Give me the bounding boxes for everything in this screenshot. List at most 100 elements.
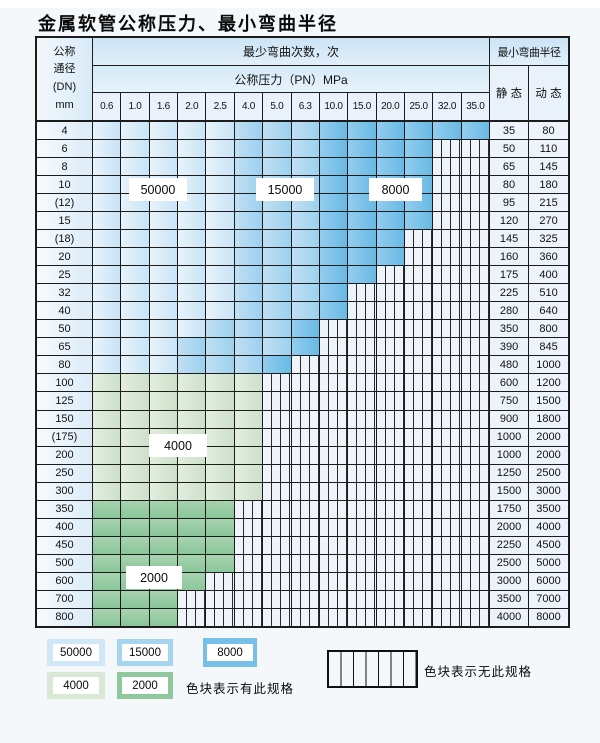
spec-cell (404, 590, 434, 608)
spec-cell (461, 536, 491, 554)
spec-cell (149, 284, 179, 302)
legend-no-spec-text: 色块表示无此规格 (424, 665, 533, 679)
spec-cell (404, 374, 434, 392)
dn-cell: 32 (37, 284, 93, 302)
spec-cell (263, 554, 292, 572)
spec-cell (433, 518, 462, 536)
spec-cell (461, 410, 491, 428)
spec-cell (376, 608, 405, 626)
spec-cell (291, 446, 320, 464)
spec-cell (319, 176, 349, 194)
spec-cell (461, 194, 491, 212)
dynamic-value-cell: 400 (529, 266, 569, 284)
static-header-cell: 静 态 (490, 66, 529, 120)
spec-cell (319, 356, 349, 374)
spec-cell (121, 482, 150, 500)
legend-no-spec-box (327, 650, 418, 688)
spec-cell (319, 212, 349, 230)
table-row: 200 1000 2000 (37, 446, 569, 465)
spec-cell (263, 320, 292, 338)
spec-cell (319, 482, 349, 500)
spec-cell (433, 248, 462, 266)
dn-cell: 600 (37, 572, 93, 590)
spec-cell (291, 248, 320, 266)
spec-cell (263, 482, 292, 500)
legend-swatch-8000-label: 8000 (207, 644, 253, 661)
header-right-section: 最小弯曲半径 静 态 动 态 (490, 38, 568, 120)
spec-cell (348, 230, 377, 248)
spec-cell (234, 266, 264, 284)
dynamic-value-cell: 2000 (529, 428, 569, 446)
spec-cell (263, 590, 292, 608)
spec-cell (404, 338, 434, 356)
spec-table: 公称 通径 (DN) mm 最少弯曲次数，次 公称压力（PN）MPa 0.6 1.… (35, 36, 570, 628)
dynamic-value-cell: 110 (529, 140, 569, 158)
spec-cell (291, 212, 320, 230)
spec-cell (433, 410, 462, 428)
spec-cell (348, 590, 377, 608)
pressure-tick-cell: 6.3 (291, 93, 320, 120)
static-value-cell: 3000 (490, 572, 530, 590)
dn-cell: 250 (37, 464, 93, 482)
spec-cell (433, 284, 462, 302)
spec-cell (206, 356, 235, 374)
table-row: 125 750 1500 (37, 392, 569, 411)
spec-cell (319, 230, 349, 248)
page-top-strip (0, 0, 600, 8)
spec-cell (206, 248, 235, 266)
spec-cell (206, 554, 235, 572)
spec-cell (348, 554, 377, 572)
spec-cell (234, 446, 264, 464)
spec-cell (291, 320, 320, 338)
spec-cell (319, 554, 349, 572)
spec-cell (93, 158, 122, 176)
dynamic-value-cell: 325 (529, 230, 569, 248)
pressure-tick-cell: 1.6 (149, 93, 179, 120)
spec-cell (121, 338, 150, 356)
spec-cell (348, 410, 377, 428)
spec-cell (206, 158, 235, 176)
static-value-cell: 95 (490, 194, 530, 212)
dn-cell: 300 (37, 482, 93, 500)
spec-cell (404, 446, 434, 464)
spec-cell (263, 428, 292, 446)
spec-cell (206, 176, 235, 194)
spec-cell (319, 590, 349, 608)
spec-cell (404, 230, 434, 248)
spec-cell (376, 446, 405, 464)
pressure-tick-cell: 10.0 (319, 93, 349, 120)
spec-cell (149, 392, 179, 410)
spec-cell (291, 482, 320, 500)
spec-cell (319, 536, 349, 554)
dynamic-value-cell: 360 (529, 248, 569, 266)
spec-cell (178, 122, 207, 140)
dynamic-value-cell: 2500 (529, 464, 569, 482)
static-value-cell: 350 (490, 320, 530, 338)
dynamic-value-cell: 4000 (529, 518, 569, 536)
table-row: 4 35 80 (37, 122, 569, 141)
spec-cell (291, 284, 320, 302)
spec-cell (291, 266, 320, 284)
spec-cell (319, 500, 349, 518)
spec-cell (291, 572, 320, 590)
spec-cell (319, 428, 349, 446)
spec-cell (376, 122, 405, 140)
static-value-cell: 2500 (490, 554, 530, 572)
spec-cell (178, 284, 207, 302)
dynamic-value-cell: 6000 (529, 572, 569, 590)
spec-cell (461, 518, 491, 536)
spec-cell (263, 500, 292, 518)
spec-cell (149, 410, 179, 428)
spec-cell (404, 518, 434, 536)
spec-cell (93, 194, 122, 212)
spec-cell (178, 572, 207, 590)
spec-cell (404, 572, 434, 590)
spec-cell (376, 212, 405, 230)
spec-cell (93, 536, 122, 554)
dn-cell: 65 (37, 338, 93, 356)
table-row: 6 50 110 (37, 140, 569, 159)
static-value-cell: 50 (490, 140, 530, 158)
spec-cell (178, 158, 207, 176)
spec-cell (291, 608, 320, 626)
spec-cell (178, 482, 207, 500)
